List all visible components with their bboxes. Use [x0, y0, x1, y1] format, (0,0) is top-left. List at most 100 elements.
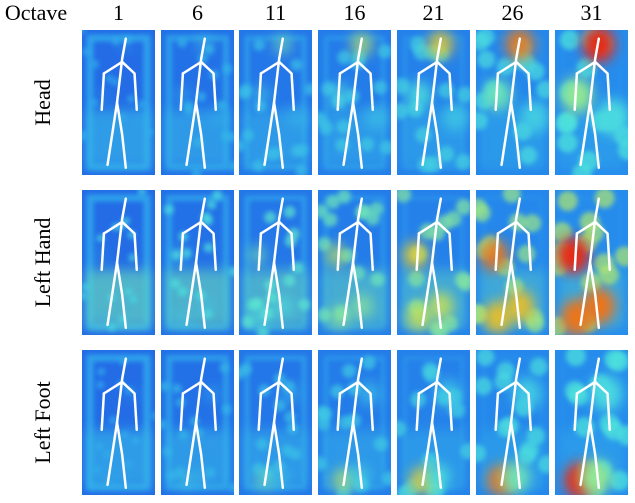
figure: Octave 161116212631HeadLeft HandLeft Foo…: [0, 0, 635, 503]
blob: [473, 204, 491, 222]
blob: [178, 430, 188, 440]
blob: [519, 146, 537, 164]
blob: [229, 267, 239, 277]
blob: [170, 279, 180, 289]
blob: [313, 112, 327, 126]
blob: [380, 140, 394, 154]
heatmap: [239, 190, 312, 339]
heatmap: [470, 28, 555, 175]
blob: [410, 37, 426, 53]
blob: [518, 447, 536, 465]
column-label: 6: [192, 0, 203, 25]
blob: [264, 211, 276, 223]
blob: [125, 460, 133, 468]
column-label: 16: [344, 0, 366, 25]
blob: [93, 465, 101, 473]
blob: [242, 129, 254, 141]
blob: [138, 187, 146, 195]
blob: [284, 206, 296, 218]
blob: [206, 200, 216, 210]
blob: [132, 437, 140, 445]
header-title: Octave: [5, 0, 67, 25]
blob: [88, 481, 96, 489]
row-label: Head: [30, 79, 55, 125]
blob: [178, 287, 188, 297]
blob: [90, 99, 98, 107]
hot-spot: [597, 99, 629, 135]
blob: [314, 204, 328, 218]
blob: [124, 288, 132, 296]
blob: [370, 272, 384, 286]
blob: [326, 195, 340, 209]
blob: [455, 272, 471, 288]
hot-spot: [347, 466, 369, 490]
heatmap: [161, 30, 238, 178]
blob: [373, 80, 387, 94]
blob: [456, 154, 472, 170]
hot-spot: [365, 105, 387, 129]
blob: [313, 457, 327, 471]
blob: [566, 346, 586, 366]
heatmap: [395, 186, 474, 339]
blob: [228, 482, 238, 492]
hot-spot: [443, 103, 468, 131]
blob: [138, 100, 146, 108]
heatmap: [233, 30, 316, 177]
hot-spot: [193, 470, 208, 486]
heatmap: [161, 190, 239, 335]
hot-spot: [120, 300, 132, 312]
blob: [151, 412, 159, 420]
blob: [172, 384, 182, 394]
hot-spot: [520, 101, 549, 133]
blob: [81, 283, 89, 291]
blob: [227, 132, 237, 142]
hot-spot: [288, 107, 307, 127]
blob: [304, 83, 316, 95]
column-label: 31: [581, 0, 603, 25]
hot-spot: [403, 241, 428, 269]
blob: [96, 442, 104, 450]
blob: [145, 128, 153, 136]
blob: [212, 190, 222, 200]
hot-spot: [94, 249, 106, 261]
blob: [296, 165, 308, 177]
hot-spot: [424, 464, 449, 492]
heatmap: [313, 30, 394, 175]
blob: [204, 243, 214, 253]
blob: [160, 381, 170, 391]
blob: [470, 112, 488, 130]
blob: [557, 133, 577, 153]
hot-spot: [406, 304, 431, 332]
blob: [253, 39, 265, 51]
blob: [374, 437, 388, 451]
blob: [283, 274, 295, 286]
blob: [369, 202, 383, 216]
blob: [233, 140, 245, 152]
hot-spot: [557, 237, 589, 273]
blob: [97, 368, 105, 376]
blob: [558, 191, 578, 211]
blob: [79, 292, 87, 300]
blob: [108, 323, 116, 331]
blob: [362, 356, 376, 370]
blob: [96, 381, 104, 389]
blob: [281, 445, 293, 457]
blob: [112, 38, 120, 46]
blob: [78, 134, 86, 142]
blob: [291, 59, 303, 71]
heatmap: [314, 189, 391, 335]
hot-spot: [134, 111, 146, 123]
blob: [395, 186, 411, 202]
blob: [615, 246, 635, 266]
blob: [422, 362, 438, 378]
blob: [157, 419, 167, 429]
blob: [503, 185, 521, 203]
heatmap: [233, 350, 312, 495]
blob: [390, 421, 406, 437]
hot-spot: [428, 292, 453, 320]
blob: [474, 377, 492, 395]
hot-spot: [172, 247, 187, 263]
blob: [91, 60, 99, 68]
blob: [317, 308, 331, 322]
hot-spot: [502, 462, 531, 494]
